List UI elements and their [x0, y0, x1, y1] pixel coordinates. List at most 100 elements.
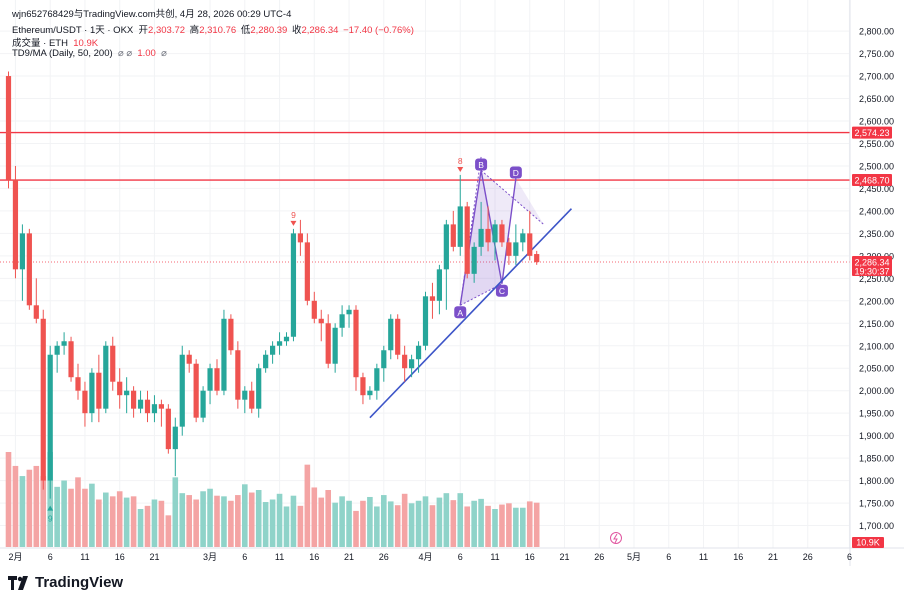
candle-body — [144, 399, 151, 414]
high-label: 高 — [189, 25, 200, 36]
volume-bar — [109, 496, 116, 547]
volume-bar — [228, 500, 234, 547]
high-value: 2,310.76 — [199, 25, 237, 36]
y-tick-label: 2,400.00 — [859, 206, 894, 216]
hidden-icon-3[interactable]: ⌀ — [158, 48, 167, 59]
candle-body — [318, 318, 324, 324]
candle-body — [436, 269, 442, 301]
volume-bar — [61, 480, 67, 547]
candle-body — [96, 372, 102, 409]
y-tick-label: 2,500.00 — [859, 161, 894, 171]
candle-body — [214, 368, 220, 391]
volume-bar — [33, 465, 40, 547]
volume-bar — [513, 507, 519, 547]
candle-body — [402, 354, 408, 369]
volume-bar — [19, 476, 26, 547]
candle-body — [534, 254, 540, 263]
volume-bar — [457, 493, 464, 547]
td9-count-label: 8 — [458, 156, 463, 166]
volume-bar — [506, 503, 512, 547]
volume-bar — [200, 491, 206, 547]
td9-count-label: 9 — [48, 514, 53, 524]
volume-bar — [471, 500, 477, 547]
candle-body — [492, 224, 498, 243]
y-tick-label: 2,350.00 — [859, 229, 894, 239]
candle-body — [235, 350, 241, 400]
hidden-icon-2[interactable]: ⌀ — [126, 48, 135, 59]
open-value: 2,303.72 — [148, 25, 186, 36]
lightning-icon[interactable] — [610, 532, 622, 544]
author-text: wjn652768429与TradingView.com共创, 4月 28, 2… — [12, 9, 292, 20]
td9-marks: 9 9 8 — [47, 156, 464, 524]
candle-body — [429, 296, 436, 301]
candle-body — [415, 345, 422, 360]
candle-body — [283, 336, 290, 342]
volume-bar — [415, 500, 422, 547]
candle-body — [249, 390, 255, 409]
volume-bar — [242, 484, 248, 547]
candle-body — [40, 318, 46, 481]
pattern-point-badge — [475, 158, 488, 171]
x-tick-label: 16 — [115, 552, 125, 562]
indicator-legend[interactable]: TD9/MA (Daily, 50, 200) ⌀ ⌀ 1.00 ⌀ — [12, 48, 167, 59]
x-tick-label: 6 — [458, 552, 463, 562]
chart-grid — [0, 0, 850, 548]
candle-body — [193, 363, 199, 418]
pattern-point-badge — [495, 284, 508, 297]
candle-body — [131, 390, 137, 409]
volume-bar — [89, 483, 95, 547]
candle-body — [422, 296, 429, 346]
y-tick-label: 2,750.00 — [859, 49, 894, 59]
volume-bar — [165, 515, 172, 547]
volume-bar — [40, 476, 47, 547]
hidden-icon[interactable]: ⌀ — [115, 48, 127, 59]
candle-body — [242, 390, 248, 400]
candle-body — [325, 323, 331, 364]
candle-body — [172, 426, 178, 450]
volume-bar — [123, 497, 130, 547]
volume-label: 成交量 · ETH — [12, 38, 68, 49]
volume-bar — [387, 501, 394, 547]
candle-body — [54, 345, 60, 355]
volume-bar — [401, 493, 408, 547]
volume-bar — [311, 487, 318, 547]
volume-bar — [276, 493, 283, 547]
last-price-label: 2,286.34 — [854, 257, 889, 267]
volume-bar — [151, 499, 158, 547]
candle-body — [228, 318, 234, 351]
volume-bar — [499, 504, 505, 547]
volume-bar — [367, 496, 373, 547]
x-tick-label: 21 — [559, 552, 569, 562]
tradingview-logo: TradingView — [8, 574, 123, 591]
volume-bar — [304, 464, 311, 547]
candle-body — [165, 408, 171, 450]
candle-body — [186, 354, 192, 364]
volume-bar — [297, 505, 304, 547]
volume-legend[interactable]: 成交量 · ETH 10.9K — [12, 35, 98, 49]
candle-body — [450, 224, 456, 247]
candle-body — [263, 354, 269, 369]
volume-bar — [137, 509, 144, 547]
pattern-point-label: D — [513, 168, 519, 178]
volume-tag — [852, 537, 884, 548]
volume-bar — [221, 496, 227, 547]
candle-body — [151, 404, 158, 414]
candle-body — [207, 368, 213, 391]
volume-bar — [75, 477, 81, 547]
candle-body — [520, 233, 526, 243]
x-tick-label: 26 — [803, 552, 813, 562]
lightning-icon-bolt — [613, 533, 618, 544]
y-tick-label: 1,950.00 — [859, 409, 894, 419]
pattern-point-label: C — [499, 286, 505, 296]
volume-bar — [450, 500, 457, 547]
volume-bar — [96, 499, 102, 547]
x-tick-label: 5月 — [627, 552, 641, 562]
y-tick-label: 2,000.00 — [859, 386, 894, 396]
symbol-label: Ethereum/USDT · 1天 · OKX — [12, 25, 134, 36]
candle-body — [200, 390, 206, 418]
volume-bar — [82, 488, 88, 547]
x-tick-label: 11 — [699, 552, 708, 562]
horizontal-levels — [0, 131, 850, 263]
volume-bar — [325, 490, 331, 547]
